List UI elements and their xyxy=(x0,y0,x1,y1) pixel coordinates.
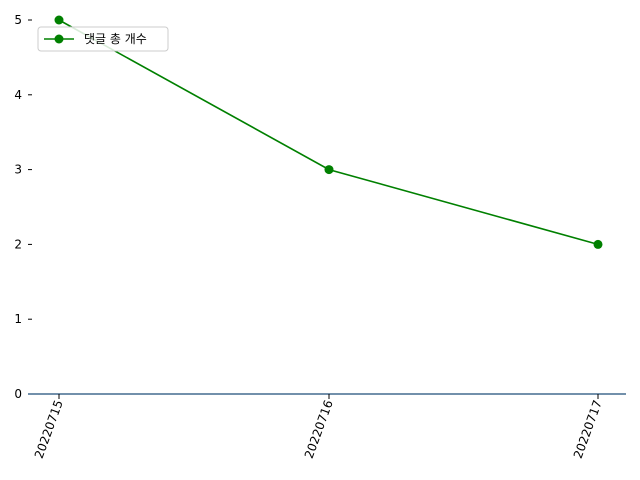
legend-label: 댓글 총 개수 xyxy=(84,32,147,46)
y-tick-label: 0 xyxy=(14,387,22,401)
series-layer xyxy=(54,15,603,249)
legend-marker xyxy=(54,34,64,44)
y-tick-label: 3 xyxy=(14,163,22,177)
series-line xyxy=(58,19,599,246)
y-tick-label: 4 xyxy=(14,88,22,102)
legend: 댓글 총 개수 xyxy=(37,26,169,52)
x-tick-label: 20220716 xyxy=(302,398,336,460)
data-point xyxy=(593,239,603,249)
x-axis: 20220715 20220716 20220717 xyxy=(28,393,626,460)
x-tick-label: 20220717 xyxy=(571,398,605,460)
data-point xyxy=(54,15,64,25)
y-axis: 0 1 2 3 4 5 xyxy=(14,13,32,401)
y-tick-label: 1 xyxy=(14,312,22,326)
legend-box xyxy=(37,26,169,52)
y-tick-label: 2 xyxy=(14,237,22,251)
y-tick-label: 5 xyxy=(14,13,22,27)
data-point xyxy=(324,165,334,175)
x-tick-label: 20220715 xyxy=(32,398,66,460)
